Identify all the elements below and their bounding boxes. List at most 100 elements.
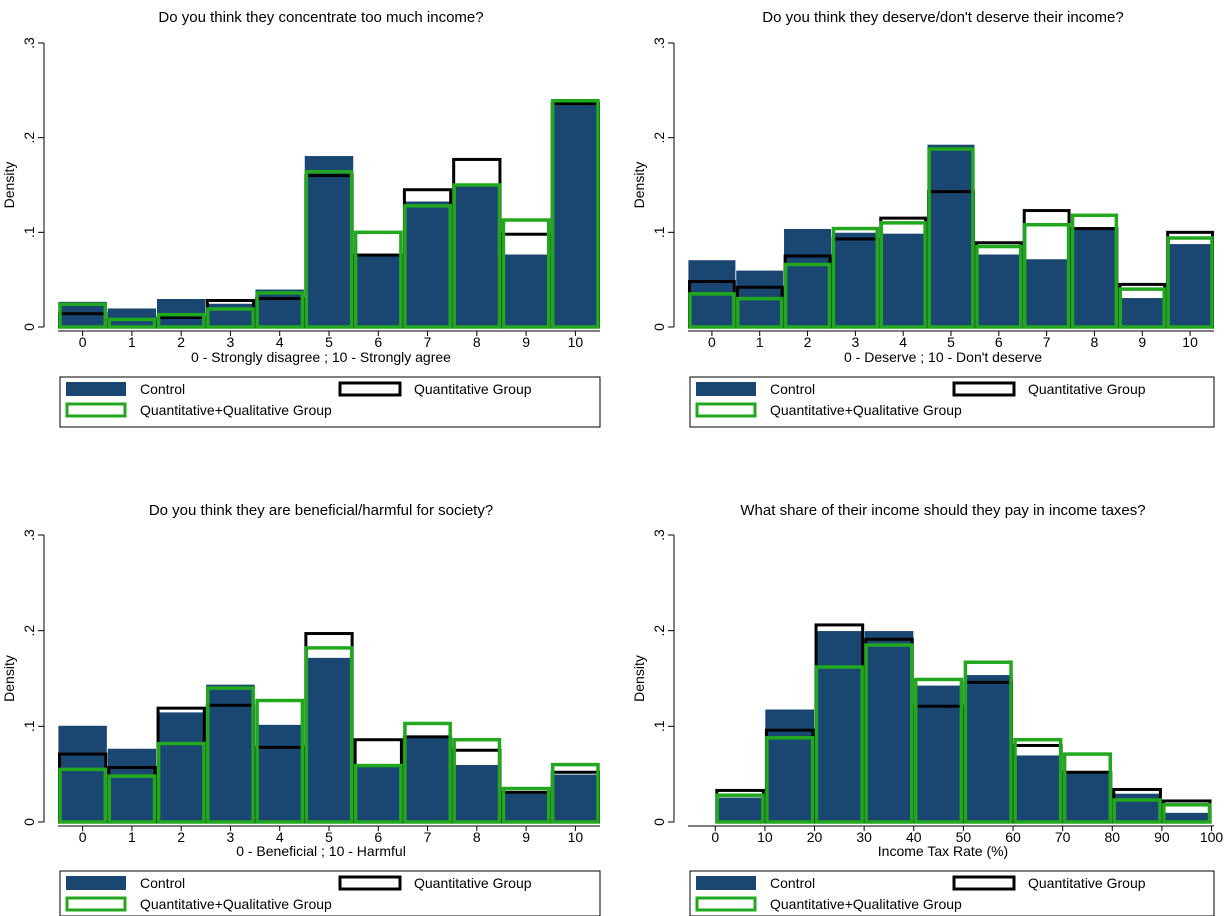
x-tick-label: 3 <box>227 829 235 845</box>
bar-quant-qual-outline <box>1070 213 1119 329</box>
bar-control <box>205 302 256 328</box>
x-tick-label: 0 <box>79 829 87 845</box>
legend-key-control <box>696 876 756 890</box>
legend-key-quantitative <box>338 381 402 397</box>
bar-quant-qual-outline <box>452 737 502 824</box>
legend-key-control <box>66 382 126 396</box>
bar-quant-qual-outline <box>452 183 502 329</box>
bar-control <box>106 307 157 328</box>
bar-quant-qual-outline <box>1022 223 1071 329</box>
chart-title: What share of their income should they p… <box>740 502 1145 519</box>
x-tick-label: 40 <box>906 829 922 845</box>
x-tick-label: 8 <box>473 334 481 350</box>
x-axis-label: 0 - Beneficial ; 10 - Harmful <box>236 843 406 859</box>
x-tick-label: 6 <box>374 829 382 845</box>
x-tick-label: 7 <box>424 334 432 350</box>
legend-label-quant-qual: Quantitative+Qualitative Group <box>140 402 332 418</box>
x-tick-label: 10 <box>757 829 773 845</box>
x-tick-label: 0 <box>711 829 719 845</box>
bar-quant-qual-outline <box>353 230 403 329</box>
bar-control <box>913 684 964 823</box>
x-tick-label: 8 <box>473 829 481 845</box>
legend-label-quantitative: Quantitative Group <box>1028 381 1146 397</box>
legend: Control Quantitative Group Quantitative+Qu… <box>59 870 601 916</box>
bar-quant-qual-outline <box>58 302 108 329</box>
bar-quant-qual-outline <box>206 686 255 824</box>
legend-label-quant-qual: Quantitative+Qualitative Group <box>770 402 962 418</box>
bar-control <box>1117 297 1167 328</box>
x-tick-label: 10 <box>568 334 584 350</box>
bar-control <box>156 298 207 328</box>
bar-quant-qual-outline <box>736 296 784 329</box>
bar-control <box>57 724 108 823</box>
y-tick-label: .2 <box>21 132 37 144</box>
chart-title: Do you think they deserve/don't deserve … <box>762 9 1123 26</box>
bar-quant-qual-outline <box>501 786 551 824</box>
x-axis-label: 0 - Strongly disagree ; 10 - Strongly ag… <box>191 349 451 365</box>
x-tick-label: 60 <box>1005 829 1021 845</box>
x-tick-label: 4 <box>276 829 284 845</box>
legend-key-control <box>696 382 756 396</box>
bar-control <box>254 288 305 328</box>
x-tick-label: 4 <box>899 334 907 350</box>
legend-box <box>689 376 1215 428</box>
bar-quant-qual-outline <box>255 291 305 329</box>
x-tick-label: 6 <box>374 334 382 350</box>
bar-quant-qual-outline <box>304 169 354 329</box>
legend-box <box>689 870 1215 916</box>
x-tick-label: 20 <box>807 829 823 845</box>
legend-key-quant-qual <box>695 402 757 418</box>
bar-quant-qual-outline <box>206 307 255 329</box>
x-tick-label: 8 <box>1091 334 1099 350</box>
x-tick-label: 90 <box>1154 829 1170 845</box>
bar-quant-qual-outline <box>879 221 927 329</box>
x-tick-label: 10 <box>1182 334 1198 350</box>
y-tick-label: .3 <box>651 529 667 541</box>
bar-control <box>1070 229 1119 328</box>
y-axis-label: Density <box>631 162 647 209</box>
x-tick-label: 1 <box>128 334 136 350</box>
y-tick-label: .1 <box>651 720 667 732</box>
legend-label-quantitative: Quantitative Group <box>1028 875 1146 891</box>
bar-quant-qual-outline <box>304 646 354 824</box>
bar-quant-qual-outline <box>814 665 864 824</box>
x-tick-label: 80 <box>1104 829 1120 845</box>
x-tick-label: 0 <box>79 334 87 350</box>
bar-quant-qual-outline <box>1013 737 1063 824</box>
bar-quant-qual-outline <box>107 774 157 824</box>
bar-control <box>878 232 928 328</box>
x-tick-label: 1 <box>756 334 764 350</box>
chart-title: Do you think they concentrate too much i… <box>158 9 483 26</box>
bar-control <box>156 711 207 823</box>
x-tick-label: 4 <box>276 334 284 350</box>
bar-control <box>974 253 1024 328</box>
bar-control <box>783 228 832 328</box>
x-tick-label: 5 <box>947 334 955 350</box>
legend-box <box>59 376 601 428</box>
bar-control <box>1022 258 1071 328</box>
x-tick-label: 7 <box>424 829 432 845</box>
y-tick-label: .2 <box>21 625 37 637</box>
bar-quant-qual-outline <box>107 317 157 329</box>
bar-control <box>254 724 305 823</box>
y-tick-label: 0 <box>651 323 667 331</box>
bar-control <box>814 630 865 823</box>
x-tick-label: 3 <box>851 334 859 350</box>
x-tick-label: 70 <box>1055 829 1071 845</box>
bar-control <box>353 764 404 823</box>
bar-quant-qual-outline <box>156 741 206 824</box>
bar-quant-qual-outline <box>1162 803 1212 824</box>
bar-control <box>1062 771 1113 823</box>
legend-label-quant-qual: Quantitative+Qualitative Group <box>770 896 962 912</box>
chart-panel-1: Do you think they concentrate too much i… <box>1 9 601 428</box>
y-tick-label: .2 <box>651 625 667 637</box>
bar-control <box>714 796 766 823</box>
x-axis-label: Income Tax Rate (%) <box>878 843 1008 859</box>
x-tick-label: 10 <box>568 829 584 845</box>
bar-control <box>1012 754 1064 823</box>
bar-quant-qual-outline <box>914 677 964 824</box>
y-tick-label: .2 <box>651 132 667 144</box>
legend-label-quantitative: Quantitative Group <box>414 875 532 891</box>
bar-control <box>402 200 453 328</box>
